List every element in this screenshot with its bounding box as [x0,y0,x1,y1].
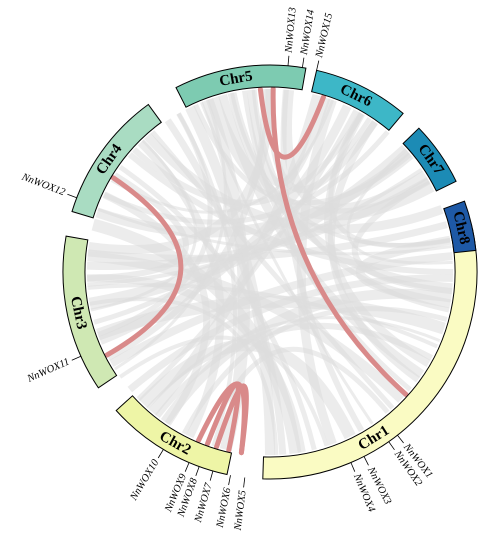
gene-label-nnwox12: NnWOX12 [19,171,67,198]
gene-tick-nnwox11 [71,355,82,361]
gene-label-nnwox15: NnWOX15 [314,12,335,60]
gene-tick-nnwox10 [157,449,164,459]
background-synteny-link [86,172,189,282]
background-synteny-link [282,89,428,214]
background-synteny-link [144,132,444,234]
gene-tick-nnwox3 [363,456,369,466]
gene-label-nnwox13: NnWOX13 [284,7,299,54]
gene-label-nnwox11: NnWOX11 [25,356,71,385]
gene-label-nnwox14: NnWOX14 [299,8,317,56]
chromosome-arc-chr2 [115,395,233,476]
chromosome-arc-chr1 [262,228,478,480]
gene-label-nnwox10: NnWOX10 [128,457,162,503]
chromosome-label-chr8: Chr8 [449,210,472,246]
duplication-link-nnwox1-nnwox14 [270,86,409,397]
background-synteny-link [185,105,275,456]
chromosome-arc-chr8 [443,200,477,254]
background-synteny-link [351,177,453,295]
chromosome-arc-chr3 [62,235,118,389]
gene-tick-nnwox5 [243,477,246,488]
chromosome-arc-chr4 [71,103,162,219]
background-synteny-link [127,274,454,393]
gene-tick-nnwox13 [287,55,290,66]
background-synteny-link [346,148,453,265]
background-synteny-link [90,139,197,312]
background-synteny-link [102,191,211,426]
gene-tick-nnwox12 [67,193,77,199]
gene-label-nnwox6: NnWOX6 [215,486,234,529]
duplication-links [104,86,409,456]
background-synteny-link [114,99,227,371]
background-synteny-link [355,235,451,309]
gene-tick-nnwox14 [302,57,305,68]
background-synteny-link [87,221,448,262]
gene-tick-nnwox6 [228,475,231,486]
chromosome-arc-chr5 [175,64,307,108]
gene-tick-nnwox7 [209,470,214,481]
background-synteny-link [86,274,306,453]
chromosome-arc-chr7 [402,127,457,192]
gene-tick-nnwox9 [184,462,190,472]
gene-tick-nnwox4 [350,462,356,472]
background-synteny-link [118,335,329,447]
gene-label-nnwox5: NnWOX5 [233,490,249,532]
background-synteny-link [97,112,213,337]
gene-tick-nnwox1 [397,434,404,444]
gene-tick-nnwox2 [388,441,395,451]
gene-tick-nnwox8 [195,466,200,477]
background-synteny-link [296,98,337,446]
duplication-link-nnwox13-nnwox15 [257,86,326,160]
chromosome-label-chr5: Chr5 [218,68,254,90]
duplication-link-nnwox11-nnwox12 [104,175,184,358]
chromosome-arc-chr6 [310,69,404,132]
gene-tick-nnwox15 [316,60,320,71]
duplication-link-nnwox5-nnwox7 [214,383,249,456]
background-synteny-link [131,111,365,206]
duplication-link-nnwox6-nnwox8 [204,381,241,453]
background-synteny-link [242,90,412,392]
chromosome-label-chr3: Chr3 [67,295,90,331]
